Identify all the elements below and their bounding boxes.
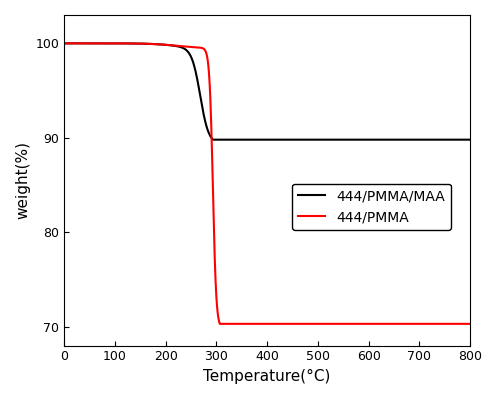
- 444/PMMA: [415, 322, 421, 326]
- 444/PMMA/MAA: [235, 137, 241, 142]
- 444/PMMA: [459, 322, 465, 326]
- 444/PMMA: [132, 41, 138, 46]
- 444/PMMA/MAA: [61, 41, 67, 46]
- 444/PMMA/MAA: [210, 137, 216, 142]
- X-axis label: Temperature(°C): Temperature(°C): [203, 369, 331, 384]
- 444/PMMA/MAA: [132, 41, 138, 46]
- 444/PMMA/MAA: [459, 137, 465, 142]
- 444/PMMA: [107, 41, 113, 46]
- 444/PMMA: [217, 322, 223, 326]
- 444/PMMA: [235, 322, 241, 326]
- 444/PMMA/MAA: [415, 137, 421, 142]
- 444/PMMA/MAA: [107, 41, 113, 46]
- Legend: 444/PMMA/MAA, 444/PMMA: 444/PMMA/MAA, 444/PMMA: [292, 184, 451, 230]
- 444/PMMA: [467, 322, 473, 326]
- Line: 444/PMMA: 444/PMMA: [64, 43, 470, 324]
- 444/PMMA: [61, 41, 67, 46]
- Y-axis label: weight(%): weight(%): [15, 141, 30, 219]
- 444/PMMA/MAA: [467, 137, 473, 142]
- 444/PMMA/MAA: [217, 137, 223, 142]
- 444/PMMA: [217, 322, 223, 326]
- Line: 444/PMMA/MAA: 444/PMMA/MAA: [64, 43, 470, 140]
